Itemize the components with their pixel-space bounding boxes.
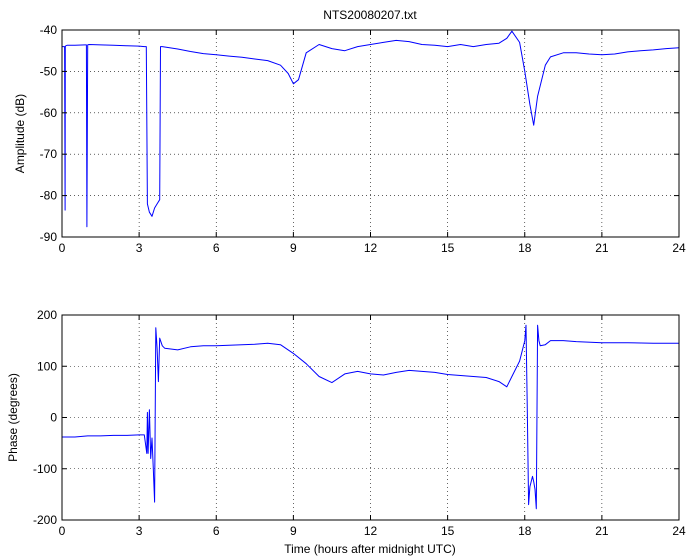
amplitude-ticks: [61, 29, 680, 238]
phase-x-tick-label: 15: [441, 524, 455, 538]
phase-y-tick-label: 200: [37, 308, 57, 322]
amplitude-x-tick-label: 9: [290, 241, 297, 255]
phase-x-tick-label: 3: [136, 524, 143, 538]
x-axis-label: Time (hours after midnight UTC): [284, 542, 456, 556]
chart-title: NTS20080207.txt: [323, 8, 417, 22]
amplitude-x-tick-label: 3: [136, 241, 143, 255]
amplitude-y-tick-label: -90: [40, 230, 58, 244]
phase-series-line: [62, 324, 679, 510]
phase-y-tick-label: -200: [33, 513, 57, 527]
amplitude-y-tick-label: -60: [40, 106, 58, 120]
amplitude-y-tick-label: -40: [40, 23, 58, 37]
amplitude-series-line: [62, 30, 680, 228]
amplitude-x-tick-label: 18: [518, 241, 532, 255]
amplitude-plot-area: [62, 30, 679, 237]
amplitude-y-tick-label: -50: [40, 64, 58, 78]
amplitude-y-tick-label: -70: [40, 147, 58, 161]
amplitude-x-tick-label: 6: [213, 241, 220, 255]
phase-x-tick-label: 9: [290, 524, 297, 538]
phase-ticks: [61, 314, 680, 521]
phase-x-tick-label: 6: [213, 524, 220, 538]
amplitude-y-tick-label: -80: [40, 189, 58, 203]
phase-x-tick-label: 24: [672, 524, 686, 538]
amplitude-grid: [62, 30, 679, 237]
amplitude-series: [62, 30, 680, 228]
phase-tick-labels: 0 3 6 9 12 15 18 21 24 -200 -100 0 100 200: [33, 308, 686, 538]
phase-x-tick-label: 18: [518, 524, 532, 538]
phase-y-axis-label: Phase (degrees): [6, 373, 20, 462]
amplitude-x-tick-label: 15: [441, 241, 455, 255]
phase-series: [62, 324, 679, 510]
phase-grid: [62, 315, 679, 520]
amplitude-x-tick-label: 24: [672, 241, 686, 255]
amplitude-x-tick-label: 21: [595, 241, 609, 255]
phase-y-tick-label: 100: [37, 359, 57, 373]
amplitude-y-axis-label: Amplitude (dB): [13, 94, 27, 173]
phase-y-tick-label: -100: [33, 462, 57, 476]
phase-y-tick-label: 0: [50, 411, 57, 425]
phase-x-tick-label: 12: [364, 524, 378, 538]
phase-x-tick-label: 0: [59, 524, 66, 538]
phase-x-tick-label: 21: [595, 524, 609, 538]
phase-axes: 0 3 6 9 12 15 18 21 24 -200 -100 0 100 200 Phase (deg…: [6, 308, 686, 556]
amplitude-tick-labels: 0 3 6 9 12 15 18 21 24 -90 -80 -70 -60 -50 -40: [40, 23, 686, 255]
amplitude-axes: 0 3 6 9 12 15 18 21 24 -90 -80 -70 -60 -50 -40 Amplitu…: [13, 23, 686, 255]
amplitude-x-tick-label: 0: [59, 241, 66, 255]
amplitude-x-tick-label: 12: [364, 241, 378, 255]
